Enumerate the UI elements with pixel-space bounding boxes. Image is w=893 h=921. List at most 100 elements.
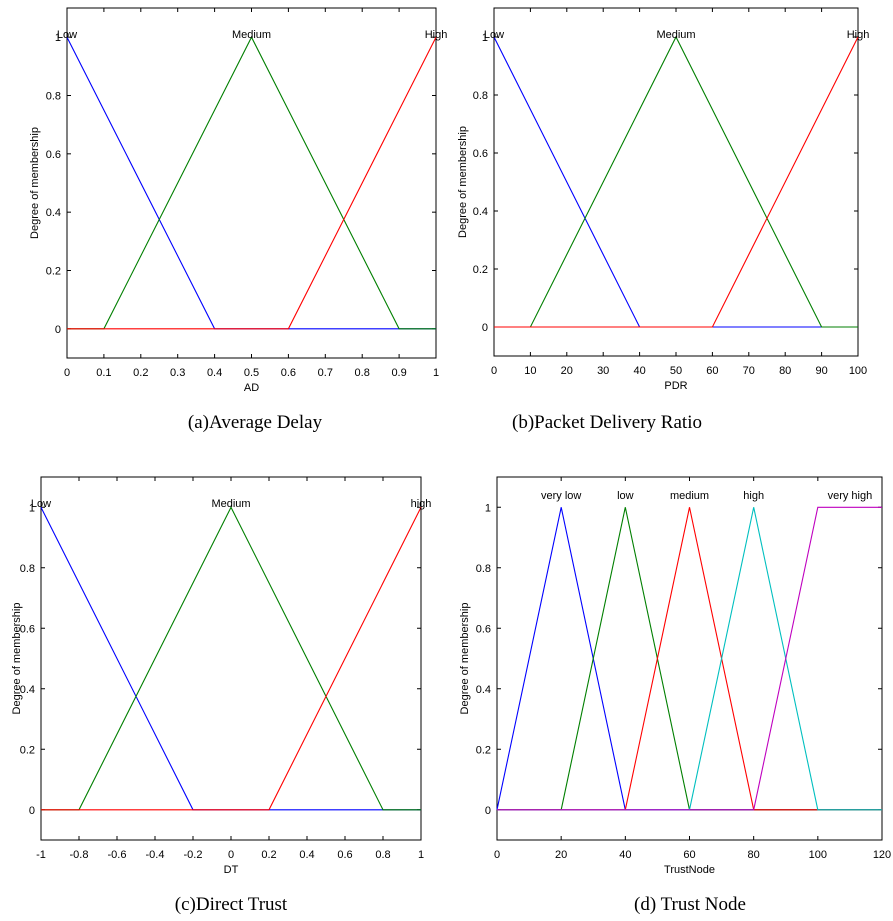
chart-a: 0 0.1 0.2 0.3 0.4 0.5 0.6 0.7 0.8 0.9 1 0 0.2 0.4 0.6 0…: [29, 7, 448, 433]
series-line-medium: [41, 506, 421, 811]
series-line-low: [40, 507, 421, 811]
x-tick-label: -0.4: [146, 849, 165, 861]
x-tick-label: 80: [779, 365, 791, 377]
chart-caption: (d) Trust Node: [634, 894, 746, 915]
y-axis-label: Degree of membership: [459, 603, 471, 715]
y-tick-label: 0.8: [20, 563, 35, 575]
y-axis-label: Degree of membership: [29, 127, 41, 239]
y-tick-label: 0.2: [473, 264, 488, 276]
mf-label: Medium: [211, 498, 250, 510]
y-tick-label: 1: [55, 32, 61, 44]
x-tick-label: -0.2: [184, 849, 203, 861]
mf-label: medium: [670, 490, 709, 502]
x-tick-label: 0.8: [355, 367, 370, 379]
series-line-medium: [494, 35, 858, 328]
x-tick-label: -0.8: [70, 849, 89, 861]
x-tick-label: 1: [433, 367, 439, 379]
x-tick-label: 0.4: [299, 849, 314, 861]
x-axis-label: PDR: [664, 380, 687, 392]
series-line-low: [493, 36, 858, 328]
series-line-high: [67, 36, 437, 330]
y-tick-label: 0.4: [46, 207, 61, 219]
y-axis-label: Degree of membership: [457, 126, 469, 238]
mf-label: very high: [828, 490, 873, 502]
x-tick-label: 60: [706, 365, 718, 377]
x-tick-label: 0: [494, 849, 500, 861]
x-tick-label: 20: [555, 849, 567, 861]
x-tick-label: 0: [64, 367, 70, 379]
mf-label: low: [617, 490, 634, 502]
y-tick-label: 0.4: [473, 206, 488, 218]
y-tick-label: 0.4: [20, 684, 35, 696]
y-tick-label: 0.6: [473, 148, 488, 160]
series-line-high: [41, 507, 422, 811]
x-axis-label: DT: [224, 864, 239, 876]
x-axis-label: AD: [244, 382, 259, 394]
x-tick-label: 0.2: [261, 849, 276, 861]
series-line-medium: [497, 507, 882, 811]
x-tick-label: 0.3: [170, 367, 185, 379]
mf-label: High: [847, 29, 870, 41]
y-tick-label: 0.4: [476, 684, 491, 696]
y-tick-label: 0: [485, 805, 491, 817]
plot-frame: [493, 7, 859, 357]
series-line-low: [66, 36, 436, 330]
series-line-very-low: [496, 507, 882, 811]
mf-label: High: [425, 29, 448, 41]
y-tick-label: 0.2: [476, 744, 491, 756]
series-line-medium: [67, 35, 436, 330]
x-tick-label: 60: [683, 849, 695, 861]
y-tick-label: 0.6: [476, 623, 491, 635]
x-tick-label: 0.9: [391, 367, 406, 379]
x-tick-label: -1: [36, 849, 46, 861]
x-tick-label: 100: [809, 849, 827, 861]
y-tick-label: 0.8: [46, 91, 61, 103]
y-tick-label: 1: [482, 32, 488, 44]
y-tick-label: 0.2: [46, 266, 61, 278]
x-tick-label: 0.7: [318, 367, 333, 379]
x-axis-label: TrustNode: [664, 864, 715, 876]
chart-d: 0 20 40 60 80 100 120 0 0.2 0.4 0.6 0.8 1 very low low…: [459, 476, 891, 915]
y-tick-label: 0: [29, 805, 35, 817]
mf-label: very low: [541, 490, 581, 502]
y-tick-label: 0: [55, 324, 61, 336]
x-tick-label: 10: [524, 365, 536, 377]
x-tick-label: 120: [873, 849, 891, 861]
plot-frame: [496, 476, 883, 841]
x-tick-label: 0: [228, 849, 234, 861]
y-tick-label: 0.2: [20, 744, 35, 756]
x-tick-label: 80: [748, 849, 760, 861]
y-tick-label: 1: [485, 502, 491, 514]
y-tick-label: 0.6: [46, 149, 61, 161]
series-line-high: [497, 507, 882, 811]
x-tick-label: 20: [561, 365, 573, 377]
mf-label: Low: [57, 29, 77, 41]
x-tick-label: 0.5: [244, 367, 259, 379]
chart-c: -1 -0.8 -0.6 -0.4 -0.2 0 0.2 0.4 0.6 0.8 1 0 0.2 0.4 0…: [11, 476, 432, 915]
mf-label: Low: [31, 498, 51, 510]
x-tick-label: 0.6: [281, 367, 296, 379]
x-tick-label: 0.2: [133, 367, 148, 379]
y-tick-label: 0: [482, 322, 488, 334]
x-tick-label: 50: [670, 365, 682, 377]
x-tick-label: 40: [633, 365, 645, 377]
mf-label: Medium: [232, 29, 271, 41]
x-tick-label: 70: [743, 365, 755, 377]
mf-label: high: [411, 498, 432, 510]
series-line-very-high: [497, 506, 882, 811]
y-axis-label: Degree of membership: [11, 603, 23, 715]
y-tick-label: 1: [29, 502, 35, 514]
x-tick-label: 0.8: [375, 849, 390, 861]
x-tick-label: 40: [619, 849, 631, 861]
mf-label: Low: [484, 29, 504, 41]
plot-frame: [40, 476, 422, 841]
x-tick-label: 100: [849, 365, 867, 377]
x-tick-label: 0.1: [96, 367, 111, 379]
y-tick-label: 0.6: [20, 623, 35, 635]
series-line-low: [497, 507, 882, 811]
chart-caption: (b)Packet Delivery Ratio: [512, 412, 702, 433]
mf-label: high: [743, 490, 764, 502]
x-tick-label: 90: [815, 365, 827, 377]
